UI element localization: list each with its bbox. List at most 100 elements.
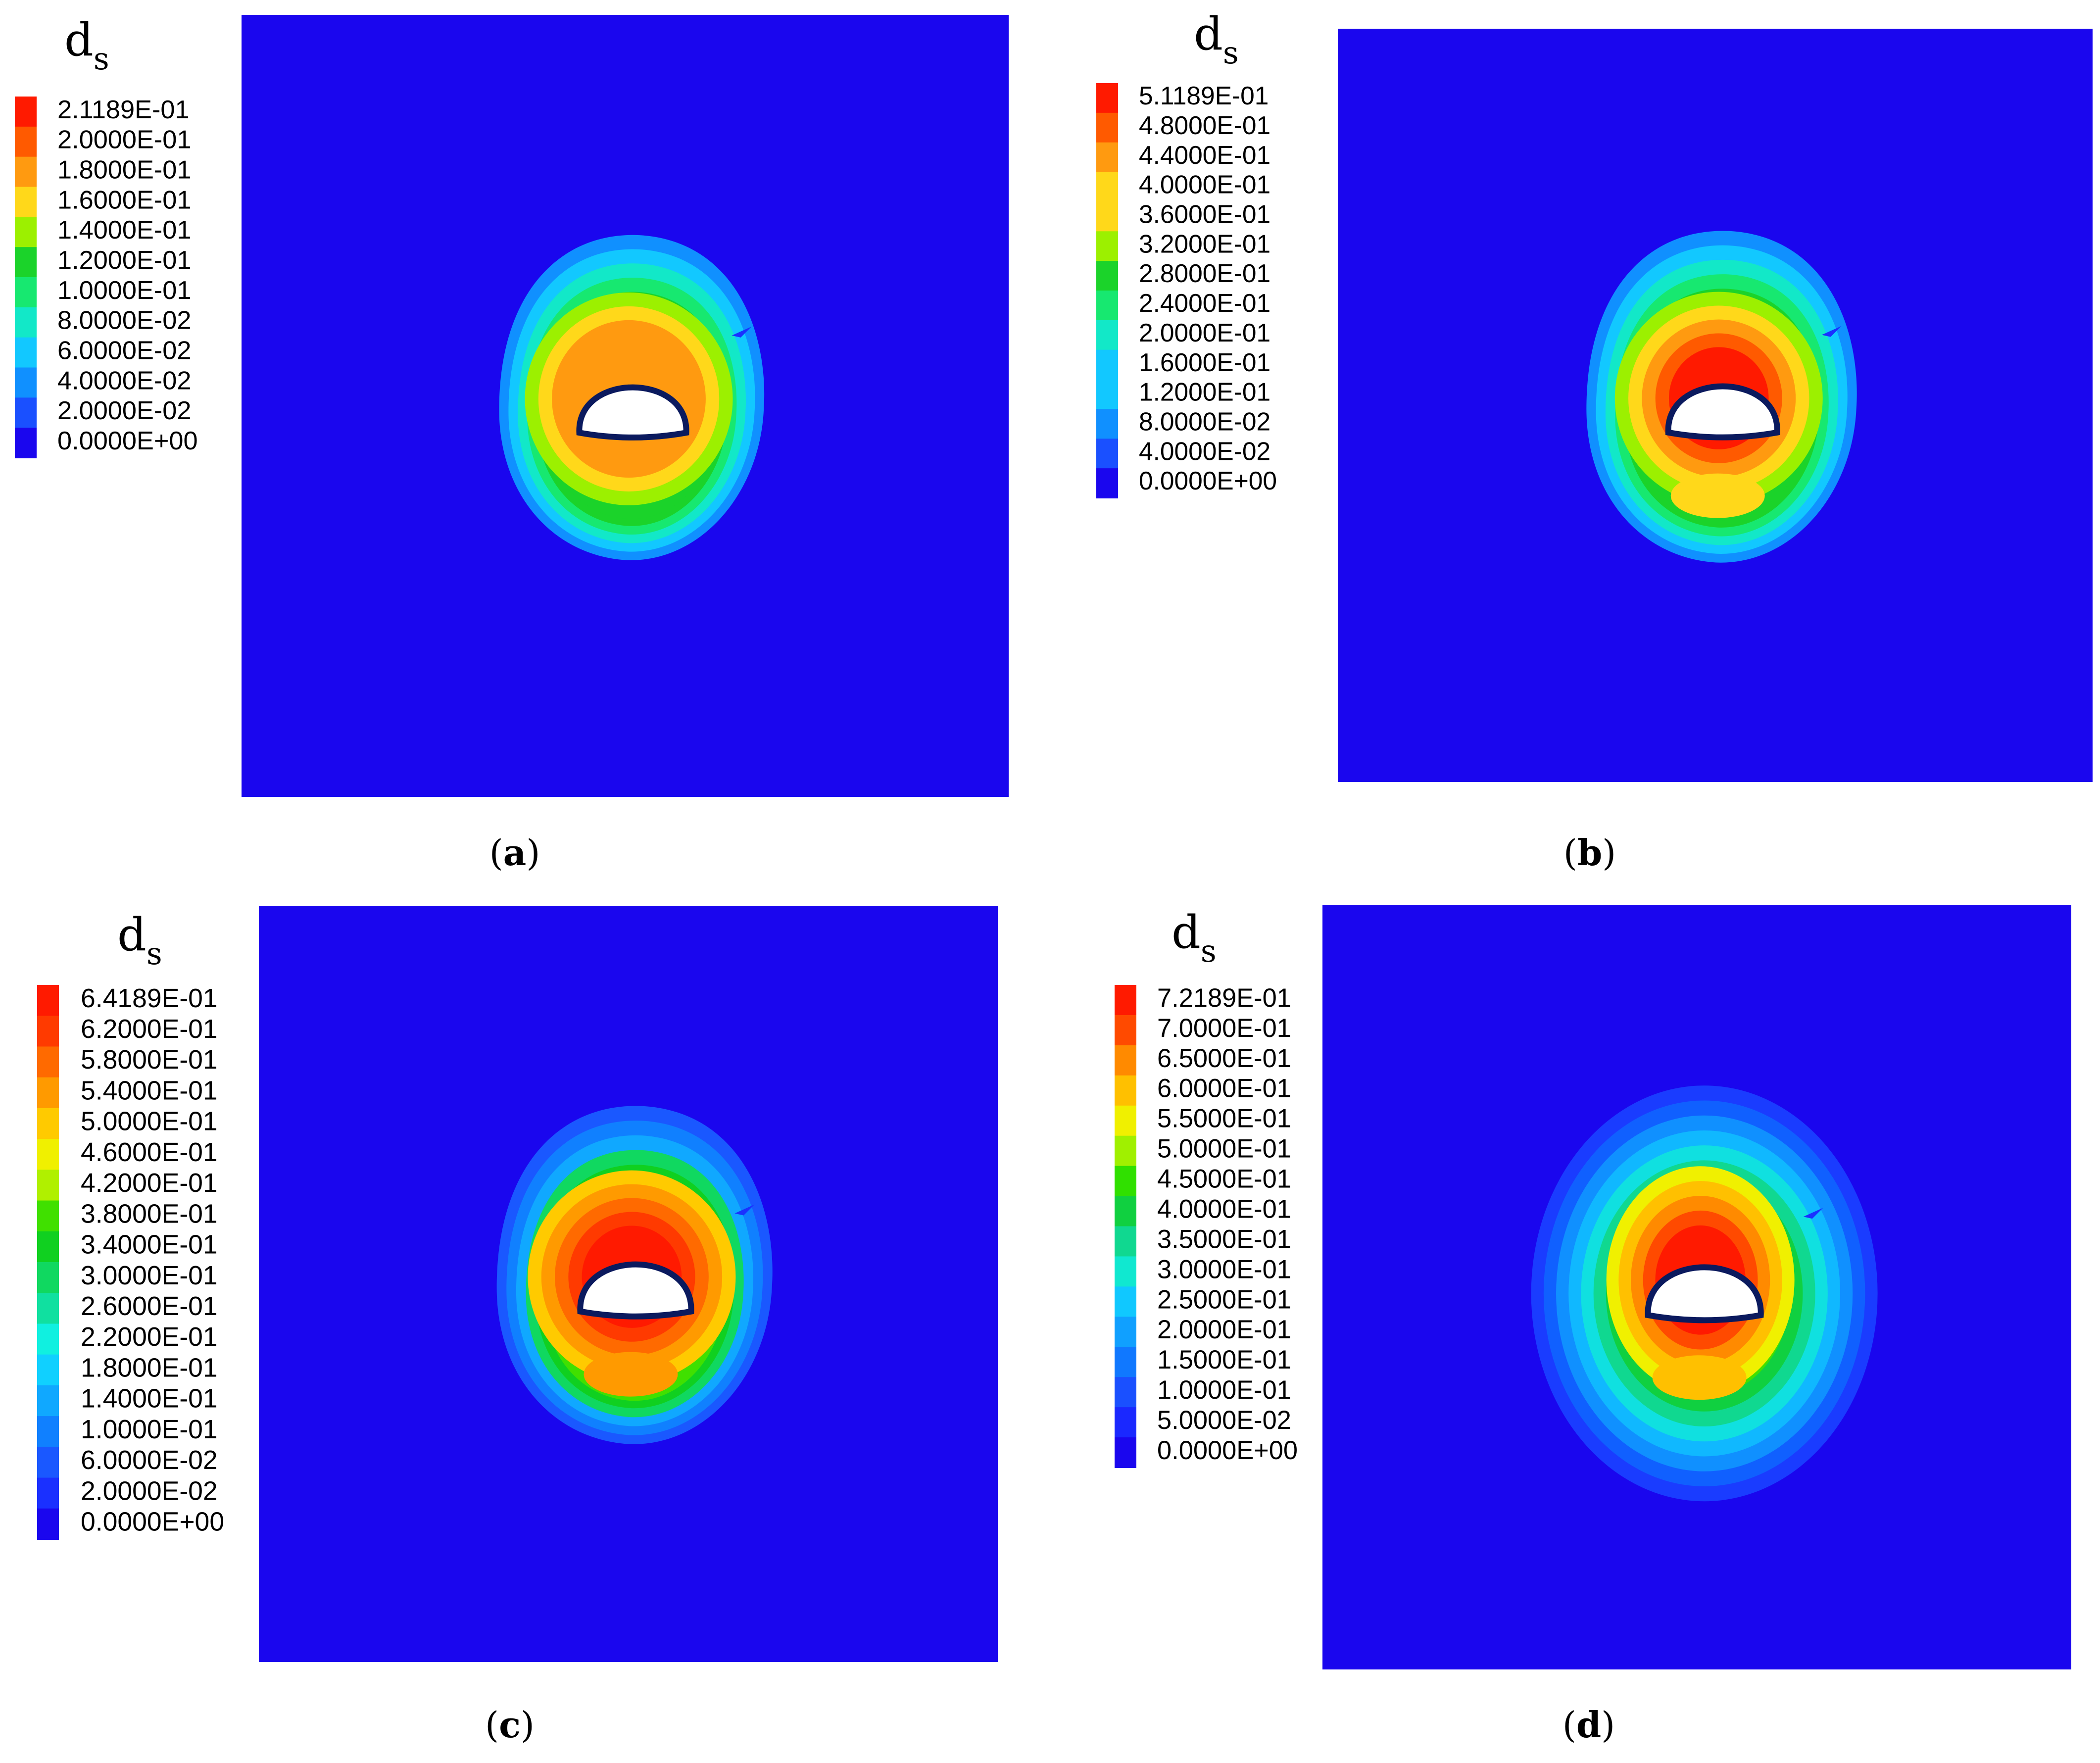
legend-swatch — [37, 1231, 59, 1263]
legend-title-subscript: s — [94, 41, 109, 77]
legend-label: 6.2000E-01 — [81, 1015, 218, 1044]
legend-label: 5.4000E-01 — [81, 1076, 218, 1105]
panel-caption-letter: d — [1576, 1704, 1601, 1746]
panel-caption-letter: b — [1577, 832, 1602, 874]
panel-caption: (a) — [489, 832, 540, 874]
legend-swatch — [15, 397, 37, 429]
legend-label: 4.0000E-01 — [1157, 1195, 1291, 1224]
legend-swatch — [15, 307, 37, 338]
legend-swatch — [1096, 379, 1118, 410]
legend-label: 6.5000E-01 — [1157, 1044, 1291, 1073]
legend-label: 0.0000E+00 — [81, 1508, 224, 1537]
legend-label: 2.0000E-02 — [81, 1476, 218, 1506]
legend-swatch — [1096, 439, 1118, 469]
legend-label: 3.0000E-01 — [81, 1261, 218, 1290]
legend-label: 1.2000E-01 — [57, 246, 191, 275]
legend-label: 4.0000E-01 — [1139, 170, 1270, 199]
legend-swatch — [1115, 1075, 1136, 1106]
legend-title: ds — [64, 13, 109, 77]
legend-swatch — [37, 1016, 59, 1047]
legend-title-base: d — [64, 13, 94, 66]
legend-label: 3.5000E-01 — [1157, 1225, 1291, 1254]
legend-label: 5.0000E-01 — [81, 1107, 218, 1136]
damage-core — [1652, 1355, 1747, 1400]
legend-title-base: d — [117, 908, 147, 961]
legend-swatch — [1096, 409, 1118, 440]
tunnel-opening — [577, 1261, 694, 1320]
legend-title-subscript: s — [1201, 933, 1217, 969]
legend-label: 3.8000E-01 — [81, 1199, 218, 1228]
legend-label: 3.0000E-01 — [1157, 1255, 1291, 1284]
legend-title-subscript: s — [1223, 35, 1239, 71]
panel-d: ds7.2189E-017.0000E-016.5000E-016.0000E-… — [1115, 905, 2071, 1746]
legend-swatch — [37, 1508, 59, 1540]
legend-label: 1.2000E-01 — [1139, 378, 1270, 406]
legend-swatch — [1096, 112, 1118, 143]
legend-swatch — [1115, 1196, 1136, 1227]
crack-mark — [1803, 1208, 1823, 1219]
legend-label: 7.2189E-01 — [1157, 984, 1291, 1013]
legend-swatch — [1096, 320, 1118, 350]
legend-swatch — [1115, 1377, 1136, 1408]
legend-swatch — [1096, 142, 1118, 173]
legend-label: 1.6000E-01 — [1139, 348, 1270, 377]
legend-title-base: d — [1172, 906, 1201, 959]
legend-swatch — [37, 1170, 59, 1201]
legend-swatch — [37, 1416, 59, 1448]
legend-swatch — [1115, 1045, 1136, 1076]
legend-label: 2.0000E-01 — [57, 126, 191, 154]
legend-swatch — [1115, 1135, 1136, 1167]
legend-colorbar — [15, 97, 37, 458]
legend-label: 0.0000E+00 — [1157, 1436, 1298, 1465]
panel-caption-letter: a — [503, 832, 527, 874]
legend-label: 8.0000E-02 — [57, 306, 191, 335]
crack-mark — [732, 326, 752, 338]
legend-label: 3.6000E-01 — [1139, 200, 1270, 229]
legend-label: 2.6000E-01 — [81, 1292, 218, 1321]
crack-mark — [734, 1204, 755, 1216]
panel-caption: (d) — [1563, 1704, 1615, 1746]
damage-contours — [499, 235, 765, 560]
legend-swatch — [15, 156, 37, 188]
damage-contours — [496, 1106, 773, 1444]
legend-label: 1.4000E-01 — [81, 1384, 218, 1414]
legend-title-base: d — [1194, 7, 1223, 60]
legend-swatch — [37, 1108, 59, 1140]
legend-swatch — [1115, 1407, 1136, 1438]
legend-swatch — [37, 1139, 59, 1171]
legend-swatch — [37, 1323, 59, 1355]
legend-swatch — [1096, 172, 1118, 202]
legend-label: 2.5000E-01 — [1157, 1285, 1291, 1314]
legend-label: 2.0000E-02 — [57, 396, 191, 425]
legend-swatch — [37, 1447, 59, 1478]
legend-label: 6.0000E-01 — [1157, 1075, 1291, 1103]
legend-label: 1.5000E-01 — [1157, 1346, 1291, 1374]
legend-swatch — [37, 1046, 59, 1078]
legend-swatch — [1115, 1015, 1136, 1046]
legend-label: 3.2000E-01 — [1139, 229, 1270, 258]
legend-label: 1.8000E-01 — [81, 1353, 218, 1382]
legend-label: 4.8000E-01 — [1139, 111, 1270, 140]
crack-mark — [1821, 326, 1842, 337]
legend-swatch — [15, 337, 37, 368]
legend-label: 5.5000E-01 — [1157, 1105, 1291, 1133]
legend-swatch — [15, 217, 37, 248]
legend-swatch — [1096, 201, 1118, 232]
legend-label: 0.0000E+00 — [1139, 466, 1277, 495]
legend-swatch — [1096, 83, 1118, 113]
legend-title: ds — [1172, 906, 1217, 969]
legend-label: 4.2000E-01 — [81, 1169, 218, 1198]
legend-label: 1.0000E-01 — [57, 276, 191, 305]
panel-a: ds 2.1189E-012.0000E-011.8000E-011.6000E-… — [15, 13, 1009, 874]
legend-label: 3.4000E-01 — [81, 1230, 218, 1260]
legend-swatch — [15, 367, 37, 398]
legend-swatch — [15, 126, 37, 157]
legend-swatch — [37, 1262, 59, 1294]
legend-label: 1.0000E-01 — [81, 1415, 218, 1444]
legend-label: 5.8000E-01 — [81, 1045, 218, 1075]
panel-c: ds 6.4189E-016.2000E-015.8000E-015.4000E-… — [37, 906, 998, 1746]
legend-label: 5.0000E-01 — [1157, 1135, 1291, 1164]
legend-colorbar — [1096, 83, 1118, 498]
legend-swatch — [1115, 1286, 1136, 1318]
